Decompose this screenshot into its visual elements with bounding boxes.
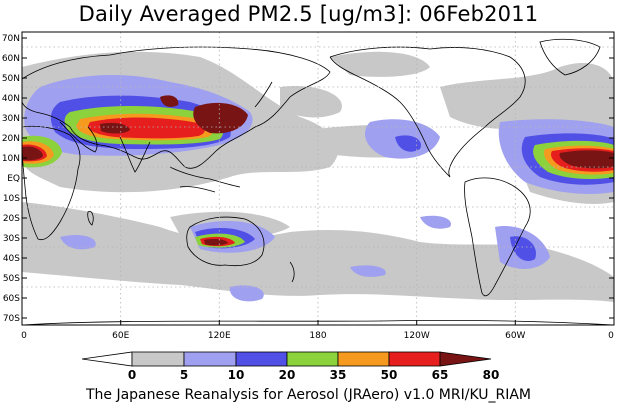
colorbar-swatch (439, 351, 492, 367)
colorbar-tick: 20 (279, 368, 296, 382)
map-title: Daily Averaged PM2.5 [ug/m3]: 06Feb2011 (78, 2, 539, 26)
colorbar-tick: 65 (432, 368, 449, 382)
lon-label: 120E (208, 331, 231, 341)
lon-label: 60E (112, 331, 129, 341)
lat-label: EQ (7, 174, 20, 184)
colorbar-swatch (286, 351, 339, 367)
lat-label: 30N (2, 114, 20, 124)
lon-axis (21, 320, 615, 325)
colorbar: 0 5 10 20 35 50 65 80 (81, 351, 500, 382)
lon-label: 180 (309, 331, 326, 341)
pm25-field (22, 32, 614, 325)
lat-labels: 70N 60N 50N 40N 30N 20N 10N EQ 10S 20S 3… (2, 34, 20, 324)
lat-label: 40S (3, 254, 20, 264)
graticule (22, 32, 614, 325)
colorbar-tick: 50 (381, 368, 398, 382)
colorbar-swatch (388, 351, 441, 367)
coastlines (22, 38, 614, 325)
map-footer: The Japanese Reanalysis for Aerosol (JRA… (85, 387, 532, 403)
lat-axis (22, 37, 614, 319)
lat-label: 60S (3, 294, 20, 304)
lon-labels: 0 60E 120E 180 120W 60W 0 (21, 331, 614, 341)
lat-label: 10S (3, 194, 20, 204)
colorbar-ticks: 0 5 10 20 35 50 65 80 (128, 368, 500, 382)
pm25-band-80-plus (22, 95, 614, 246)
colorbar-tick: 10 (228, 368, 245, 382)
lon-label: 0 (21, 331, 27, 341)
lon-label: 0 (608, 331, 614, 341)
colorbar-swatch (235, 351, 288, 367)
lat-label: 50S (3, 274, 20, 284)
lat-label: 70N (2, 34, 20, 44)
pm25-map-figure: 70N 60N 50N 40N 30N 20N 10N EQ 10S 20S 3… (2, 31, 615, 341)
colorbar-swatch (131, 351, 185, 367)
lat-label: 50N (2, 74, 20, 84)
lon-label: 60W (505, 331, 525, 341)
colorbar-boxes (81, 351, 492, 367)
lat-label: 20N (2, 134, 20, 144)
colorbar-swatch (337, 351, 390, 367)
colorbar-swatch (183, 351, 237, 367)
lat-label: 60N (2, 54, 20, 64)
lat-label: 70S (3, 314, 20, 324)
colorbar-tick: 80 (483, 368, 500, 382)
lat-label: 30S (3, 234, 20, 244)
lat-label: 20S (3, 214, 20, 224)
colorbar-tick: 0 (128, 368, 136, 382)
colorbar-tick: 5 (180, 368, 188, 382)
lat-label: 40N (2, 94, 20, 104)
colorbar-swatch (81, 351, 133, 367)
colorbar-tick: 35 (330, 368, 347, 382)
lon-label: 120W (404, 331, 430, 341)
lat-label: 10N (2, 154, 20, 164)
